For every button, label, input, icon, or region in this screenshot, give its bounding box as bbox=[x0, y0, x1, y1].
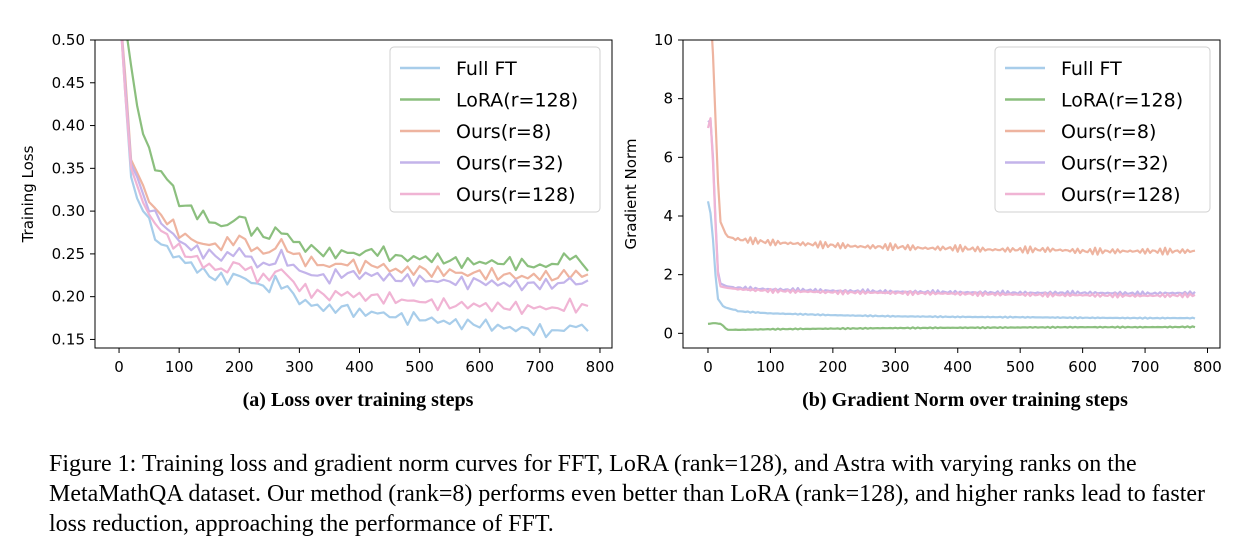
x-tick-label: 0 bbox=[114, 358, 124, 376]
legend: Full FT LoRA(r=128) Ours(r=8) Ours(r=32) Our… bbox=[389, 46, 601, 213]
series-line-ours-r-128- bbox=[120, 40, 589, 315]
series-line-ours-r-8- bbox=[711, 40, 1196, 256]
y-tick-label: 0.35 bbox=[52, 159, 85, 177]
y-tick-label: 0 bbox=[663, 324, 673, 342]
legend-box bbox=[994, 46, 1211, 213]
y-axis-label: Training Loss bbox=[19, 145, 37, 243]
x-tick-label: 800 bbox=[1193, 358, 1222, 376]
x-tick-label: 100 bbox=[165, 358, 194, 376]
axes-frame bbox=[682, 39, 1221, 349]
x-tick-label: 600 bbox=[1068, 358, 1097, 376]
y-tick-label: 0.45 bbox=[52, 74, 85, 92]
subplot-caption: (a) Loss over training steps bbox=[243, 389, 474, 411]
y-tick-label: 10 bbox=[654, 31, 673, 49]
legend-label-lora-r-128-: LoRA(r=128) bbox=[1061, 90, 1183, 112]
x-tick-label: 600 bbox=[465, 358, 494, 376]
y-tick-label: 8 bbox=[663, 90, 673, 108]
series-line-lora-r-128- bbox=[707, 322, 1196, 331]
legend-label-ours-r-8-: Ours(r=8) bbox=[1061, 121, 1156, 143]
x-tick-label: 700 bbox=[1131, 358, 1160, 376]
figure-caption: Figure 1: Training loss and gradient nor… bbox=[49, 451, 1206, 537]
x-tick-label: 400 bbox=[943, 358, 972, 376]
y-tick-label: 0.20 bbox=[52, 288, 85, 306]
x-tick-label: 0 bbox=[703, 358, 713, 376]
y-tick-label: 0.15 bbox=[52, 330, 85, 348]
axes-frame bbox=[94, 39, 613, 349]
x-tick-label: 500 bbox=[405, 358, 434, 376]
legend-label-ours-r-128-: Ours(r=128) bbox=[456, 184, 576, 206]
x-tick-label: 500 bbox=[1006, 358, 1035, 376]
y-tick-label: 0.50 bbox=[52, 31, 85, 49]
series-line-lora-r-128- bbox=[126, 40, 589, 272]
y-tick-label: 4 bbox=[663, 207, 673, 225]
x-tick-label: 800 bbox=[586, 358, 615, 376]
series-group bbox=[706, 40, 1196, 331]
series-line-full-ft bbox=[706, 201, 1196, 320]
x-tick-label: 100 bbox=[756, 358, 785, 376]
x-tick-label: 700 bbox=[526, 358, 555, 376]
legend-label-ours-r-32-: Ours(r=32) bbox=[1061, 153, 1168, 175]
legend-label-ours-r-8-: Ours(r=8) bbox=[456, 121, 551, 143]
x-tick-label: 300 bbox=[285, 358, 314, 376]
y-tick-label: 2 bbox=[663, 266, 673, 284]
series-line-ours-r-32- bbox=[120, 40, 589, 292]
chart-panel-gradient-norm: 0 100 200 300 400 500 600 700 800 0 2 4 6 8 10 Gradient… bbox=[622, 31, 1222, 411]
x-tick-label: 200 bbox=[819, 358, 848, 376]
series-group bbox=[120, 40, 589, 339]
chart-panel-loss: 0 100 200 300 400 500 600 700 800 0.15 0.20 0.25 0.3… bbox=[19, 31, 615, 411]
y-tick-label: 0.30 bbox=[52, 202, 85, 220]
x-tick-label: 200 bbox=[225, 358, 254, 376]
x-tick-label: 300 bbox=[881, 358, 910, 376]
legend-label-full-ft: Full FT bbox=[456, 58, 517, 80]
legend-label-ours-r-128-: Ours(r=128) bbox=[1061, 184, 1181, 206]
y-tick-label: 6 bbox=[663, 148, 673, 166]
y-axis-label: Gradient Norm bbox=[622, 139, 640, 250]
subplot-caption: (b) Gradient Norm over training steps bbox=[802, 389, 1128, 411]
legend: Full FT LoRA(r=128) Ours(r=8) Ours(r=32) Our… bbox=[994, 46, 1211, 213]
y-tick-label: 0.25 bbox=[52, 245, 85, 263]
legend-label-full-ft: Full FT bbox=[1061, 58, 1122, 80]
series-line-ours-r-8- bbox=[121, 40, 589, 282]
y-tick-label: 0.40 bbox=[52, 117, 85, 135]
x-tick-label: 400 bbox=[345, 358, 374, 376]
series-line-full-ft bbox=[120, 40, 589, 339]
legend-box bbox=[389, 46, 601, 213]
series-line-ours-r-128- bbox=[706, 117, 1196, 299]
legend-label-ours-r-32-: Ours(r=32) bbox=[456, 153, 563, 175]
legend-label-lora-r-128-: LoRA(r=128) bbox=[456, 90, 578, 112]
